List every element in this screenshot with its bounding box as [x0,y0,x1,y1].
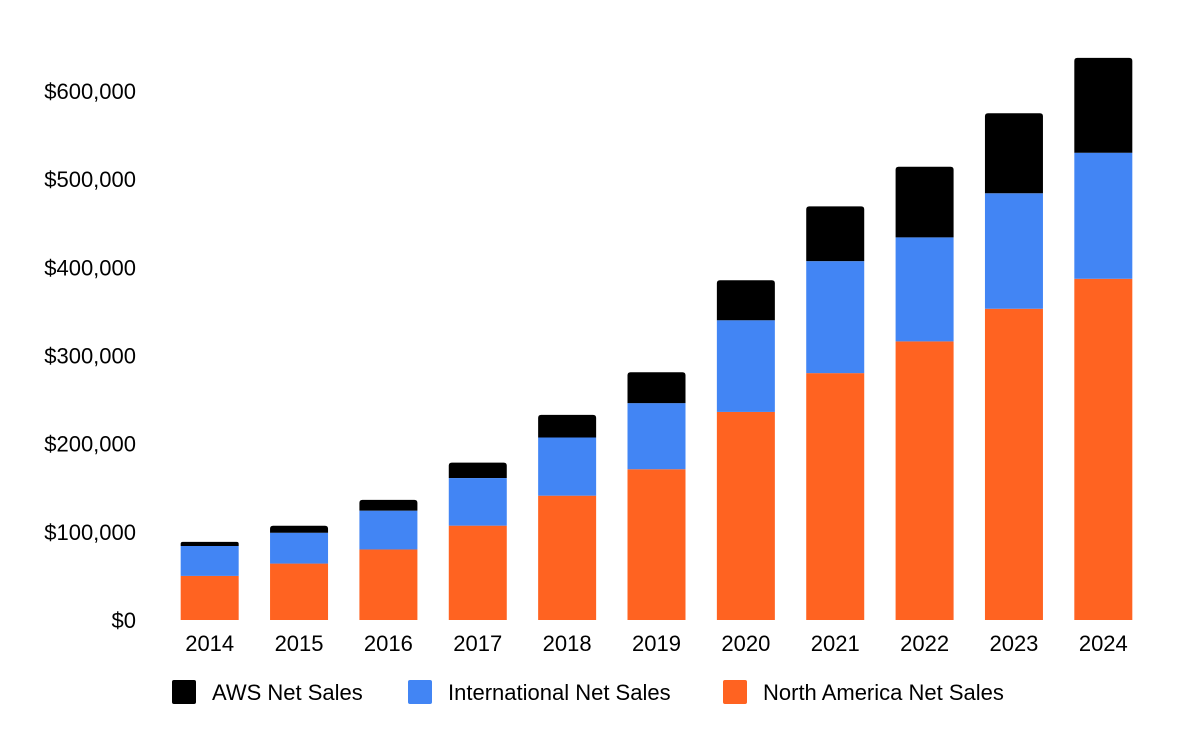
bar-segment [716,280,775,321]
bar-segment [895,237,954,342]
legend-item: AWS Net Sales [172,680,363,705]
legend-swatch [723,680,747,704]
bar-segment [538,495,597,620]
bar-segment [627,403,686,470]
bar-segment [538,414,597,438]
bar-segment [180,575,239,620]
x-tick-label: 2024 [1079,631,1128,656]
y-tick-label: $400,000 [44,255,136,280]
bar-segment [895,341,954,620]
bar-segment [716,411,775,620]
bar-segment [806,206,865,262]
legend-label: International Net Sales [448,680,671,705]
y-tick-label: $100,000 [44,520,136,545]
x-tick-label: 2015 [275,631,324,656]
y-tick-label: $300,000 [44,344,136,369]
bars [180,57,1133,620]
bar-segment [627,469,686,620]
bar-segment [984,193,1043,309]
legend-item: North America Net Sales [723,680,1004,705]
bar-segment [984,308,1043,620]
bar-segment [806,261,865,374]
bar-segment [806,373,865,620]
x-tick-label: 2019 [632,631,681,656]
bar-segment [716,320,775,412]
bar-segment [359,510,418,550]
y-tick-label: $0 [112,608,136,633]
legend-swatch [408,680,432,704]
x-tick-label: 2022 [900,631,949,656]
bar-segment [1074,57,1133,153]
legend-label: AWS Net Sales [212,680,363,705]
bar-segment [1074,152,1133,279]
bar-segment [448,478,507,526]
bar-segment [627,372,686,404]
legend: AWS Net Sales International Net Sales Nort… [172,680,1004,705]
bar-segment [359,549,418,620]
bar-segment [270,525,329,533]
x-tick-label: 2016 [364,631,413,656]
bar-segment [538,437,597,496]
bar-segment [984,113,1043,194]
y-tick-label: $500,000 [44,167,136,192]
legend-item: International Net Sales [408,680,671,705]
bar-segment [270,563,329,620]
bar-segment [895,166,954,238]
x-tick-label: 2020 [721,631,770,656]
x-tick-label: 2014 [185,631,234,656]
y-axis: $0 $100,000 $200,000 $300,000 $400,000 $500,0… [44,79,136,633]
bar-segment [180,541,239,546]
legend-label: North America Net Sales [763,680,1004,705]
y-tick-label: $600,000 [44,79,136,104]
bar-segment [270,532,329,564]
bar-segment [448,462,507,479]
x-tick-label: 2018 [543,631,592,656]
bar-segment [359,499,418,511]
bar-segment [180,545,239,576]
x-tick-label: 2023 [989,631,1038,656]
bar-segment [448,525,507,620]
legend-swatch [172,680,196,704]
x-axis: 2014 2015 2016 2017 2018 2019 2020 2021 2022 2023… [185,631,1128,656]
y-tick-label: $200,000 [44,432,136,457]
bar-segment [1074,278,1133,620]
x-tick-label: 2017 [453,631,502,656]
x-tick-label: 2021 [811,631,860,656]
